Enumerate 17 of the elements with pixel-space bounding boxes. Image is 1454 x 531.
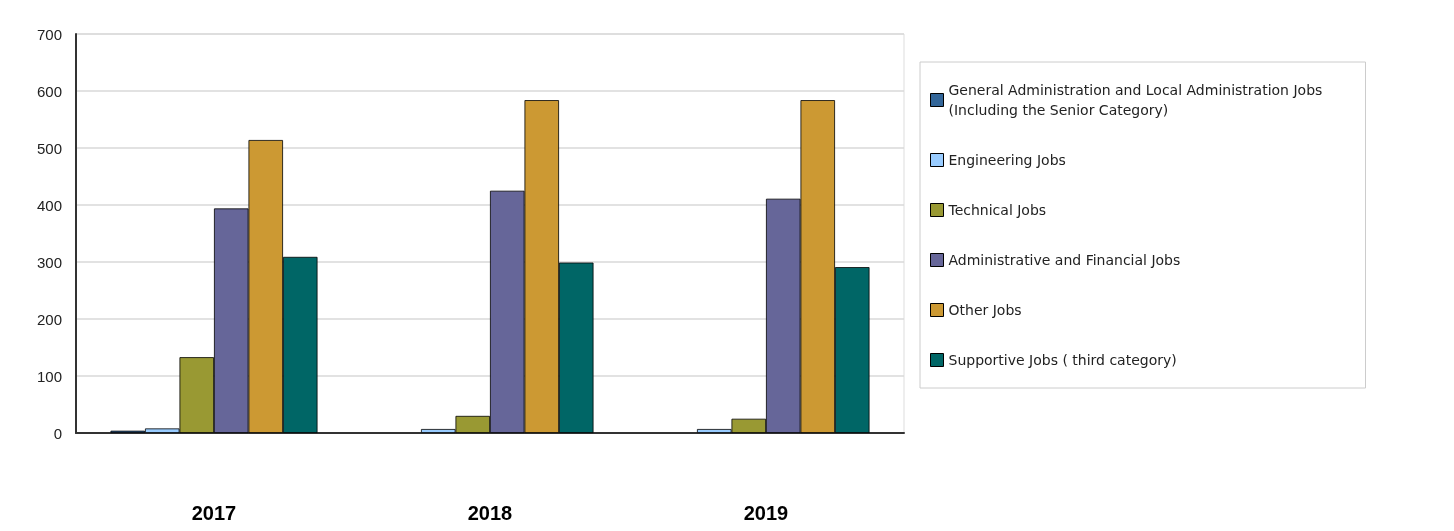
x-tick-label: 2017: [191, 502, 237, 524]
y-tick-label: 300: [36, 253, 62, 271]
x-tick-label: 2019: [743, 502, 789, 524]
legend-label: Administrative and Financial Jobs: [948, 252, 1181, 268]
y-tick-label: 200: [36, 310, 62, 328]
y-tick-label: 400: [36, 196, 62, 214]
legend-label: Engineering Jobs: [948, 152, 1066, 168]
y-tick-label: 0: [53, 424, 62, 442]
y-tick-label: 100: [36, 367, 62, 385]
legend-label: Technical Jobs: [947, 202, 1047, 218]
y-tick-label: 500: [36, 139, 62, 157]
legend-label: Supportive Jobs ( third category): [948, 352, 1177, 368]
x-tick-label: 2018: [467, 502, 513, 524]
legend-label: General Administration and Local Administration Jobs (Including the Senior Category): [948, 82, 1327, 118]
legend-label: Other Jobs: [948, 302, 1022, 318]
y-tick-label: 700: [36, 25, 62, 43]
y-tick-label: 600: [36, 82, 62, 100]
